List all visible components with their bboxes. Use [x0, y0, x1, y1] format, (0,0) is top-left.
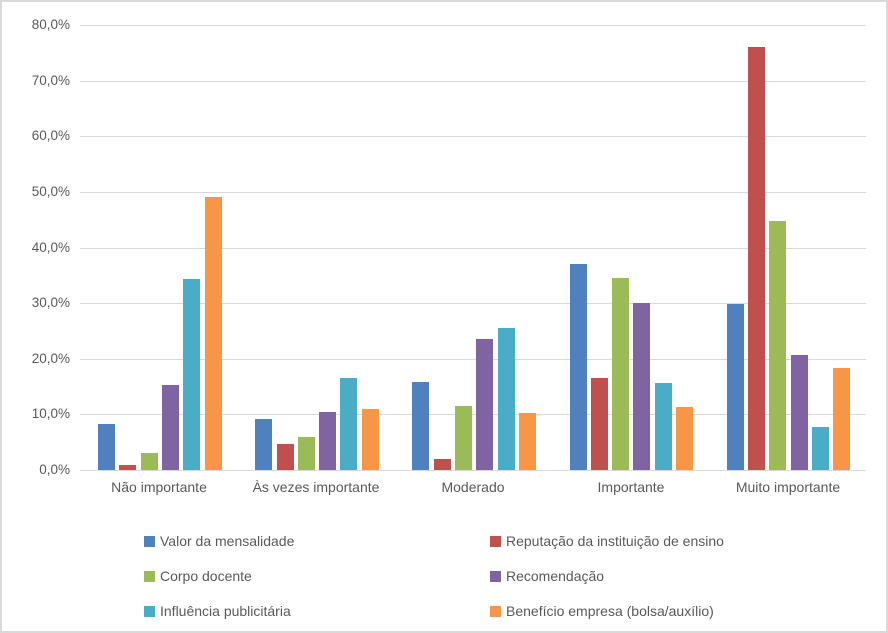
- y-axis-tick-label: 40,0%: [31, 240, 70, 255]
- bar: [769, 221, 786, 470]
- bar: [655, 383, 672, 470]
- legend-item: Corpo docente: [144, 568, 252, 584]
- y-axis-tick-label: 10,0%: [31, 406, 70, 421]
- legend-label: Reputação da instituição de ensino: [506, 533, 724, 549]
- bar: [498, 328, 515, 470]
- legend-label: Influência publicitária: [160, 603, 291, 619]
- legend-swatch: [490, 535, 501, 547]
- legend-swatch: [144, 605, 155, 617]
- bar: [183, 279, 200, 470]
- bar: [612, 278, 629, 470]
- x-axis-category-label: Moderado: [441, 479, 505, 495]
- x-axis-category-label: Não importante: [111, 479, 207, 495]
- legend-label: Recomendação: [506, 568, 605, 584]
- y-axis-tick-label: 60,0%: [31, 128, 70, 143]
- gridline: [80, 248, 866, 249]
- bar: [255, 419, 272, 470]
- gridline: [80, 303, 866, 304]
- bar: [791, 355, 808, 470]
- bar: [455, 406, 472, 470]
- legend-item: Influência publicitária: [144, 603, 291, 619]
- legend-swatch: [144, 535, 155, 547]
- bar: [833, 368, 850, 470]
- legend-swatch: [490, 605, 501, 617]
- bar: [298, 437, 315, 470]
- bar: [570, 264, 587, 470]
- bar: [98, 424, 115, 470]
- bar: [748, 47, 765, 470]
- bar: [434, 459, 451, 470]
- gridline: [80, 192, 866, 193]
- y-axis-tick-label: 20,0%: [31, 351, 70, 366]
- bar: [519, 413, 536, 470]
- bar: [141, 453, 158, 470]
- gridline: [80, 136, 866, 137]
- bar: [205, 197, 222, 470]
- bar: [162, 385, 179, 470]
- y-axis-tick-label: 70,0%: [31, 73, 70, 88]
- bar: [476, 339, 493, 470]
- gridline: [80, 414, 866, 415]
- gridline: [80, 359, 866, 360]
- bar: [319, 412, 336, 470]
- legend-swatch: [144, 570, 155, 582]
- x-axis-category-label: Muito importante: [735, 479, 841, 495]
- bar: [362, 409, 379, 470]
- gridline: [80, 25, 866, 26]
- legend-item: Valor da mensalidade: [144, 533, 295, 549]
- y-axis-tick-label: 0,0%: [39, 462, 70, 477]
- x-axis-category-label: Importante: [597, 479, 665, 495]
- y-axis-tick-label: 50,0%: [31, 184, 70, 199]
- legend-item: Reputação da instituição de ensino: [490, 533, 724, 549]
- bar: [676, 407, 693, 470]
- bar: [119, 465, 136, 470]
- y-axis-tick-label: 30,0%: [31, 295, 70, 310]
- legend-label: Corpo docente: [160, 568, 252, 584]
- legend-item: Recomendação: [490, 568, 605, 584]
- bar: [591, 378, 608, 470]
- x-axis-category-label: Às vezes importante: [252, 479, 380, 495]
- bar: [412, 382, 429, 470]
- legend-item: Benefício empresa (bolsa/auxílio): [490, 603, 714, 619]
- bar: [277, 444, 294, 470]
- gridline: [80, 470, 866, 471]
- y-axis-tick-label: 80,0%: [31, 17, 70, 32]
- legend-label: Valor da mensalidade: [160, 533, 295, 549]
- bar: [340, 378, 357, 470]
- bar: [812, 427, 829, 470]
- bar: [633, 303, 650, 470]
- legend-swatch: [490, 570, 501, 582]
- legend-label: Benefício empresa (bolsa/auxílio): [506, 603, 714, 619]
- bar: [727, 304, 744, 470]
- gridline: [80, 81, 866, 82]
